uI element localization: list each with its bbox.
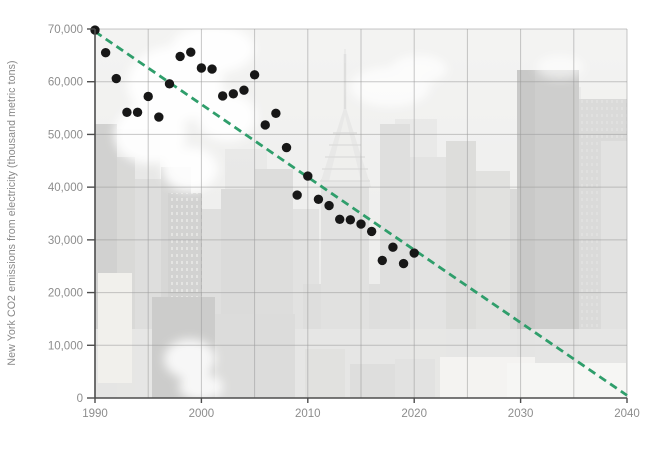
- data-point: [292, 190, 302, 200]
- crown-arches: [320, 132, 370, 182]
- x-axis-tick-label: 2030: [508, 408, 534, 420]
- data-point: [164, 79, 175, 89]
- data-point: [260, 120, 270, 130]
- y-axis-tick-label: 50,000: [48, 129, 83, 141]
- data-point: [186, 47, 196, 57]
- x-axis-tick-label: 2020: [401, 408, 427, 420]
- y-axis-title: New York CO2 emissions from electricity …: [6, 60, 18, 365]
- data-point: [324, 200, 334, 211]
- data-point: [143, 91, 153, 102]
- data-points: [90, 25, 419, 269]
- y-axis-tick-label: 0: [77, 393, 83, 405]
- y-axis-tick-label: 40,000: [48, 182, 83, 194]
- x-axis-tick-label: 2040: [614, 408, 640, 420]
- x-axis-tick-label: 2010: [295, 408, 321, 420]
- data-point: [356, 219, 366, 229]
- data-point: [217, 91, 228, 101]
- data-point: [175, 51, 185, 62]
- data-point: [122, 107, 132, 117]
- data-point: [228, 89, 239, 99]
- data-point: [207, 64, 217, 74]
- data-point: [249, 70, 260, 80]
- data-point: [154, 112, 164, 122]
- y-axis-tick-label: 20,000: [48, 288, 83, 300]
- data-point: [398, 258, 409, 269]
- data-point: [111, 73, 121, 84]
- data-point: [335, 214, 345, 224]
- data-point: [100, 48, 111, 58]
- data-point: [132, 107, 143, 117]
- data-point: [196, 63, 207, 73]
- data-point: [388, 242, 398, 252]
- trend-dashed-line: [94, 30, 628, 397]
- y-axis-tick-label: 30,000: [48, 235, 83, 247]
- y-axis-tick-label: 70,000: [48, 24, 83, 36]
- data-point: [313, 194, 324, 204]
- tick-labels: 1990 2000 2010 2020 2030 2040 0 10,000 20,000 30,…: [48, 24, 640, 420]
- data-point: [303, 171, 313, 181]
- x-axis-tick-label: 1990: [82, 408, 108, 420]
- x-axis-tick-label: 2000: [189, 408, 215, 420]
- gridlines: [95, 28, 628, 398]
- data-point: [281, 142, 292, 153]
- data-point: [239, 85, 249, 95]
- y-axis-tick-label: 10,000: [48, 340, 83, 352]
- axes: [87, 28, 628, 403]
- data-point: [271, 108, 281, 119]
- data-point: [377, 255, 387, 266]
- data-point: [409, 248, 419, 258]
- data-point: [366, 226, 377, 237]
- trend-line: [94, 30, 628, 397]
- data-point: [345, 215, 356, 225]
- y-axis-tick-label: 60,000: [48, 77, 83, 89]
